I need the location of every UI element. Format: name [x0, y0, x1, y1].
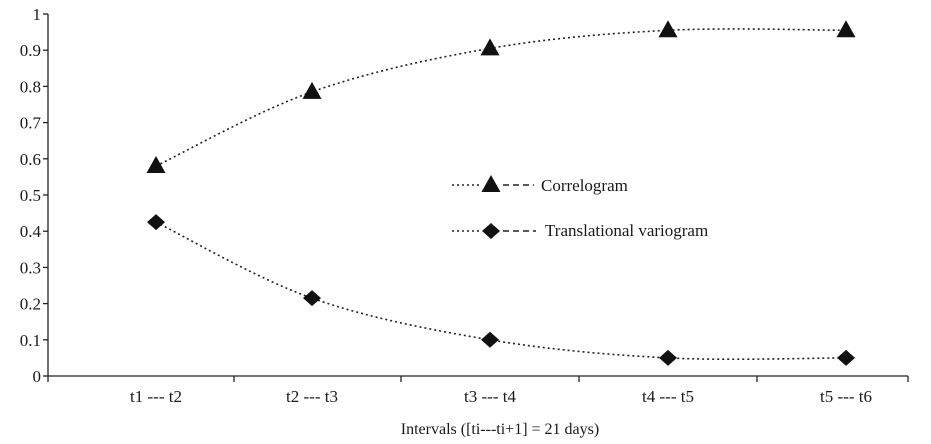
correlogram-point-triangle-icon [302, 81, 322, 99]
legend-label-correlogram: Correlogram [541, 176, 628, 195]
y-tick-label: 1 [33, 5, 42, 24]
series-line-translational-variogram [155, 221, 847, 361]
correlogram-point-triangle-icon [836, 20, 856, 38]
y-tick-label: 0.9 [20, 41, 41, 60]
y-ticks: 0 0.1 0.2 0.3 0.4 0.5 0.6 0.7 0.8 0.9 1 [20, 5, 48, 386]
correlogram-point-triangle-icon [146, 156, 166, 174]
legend-diamond-icon [482, 223, 500, 239]
x-tick-label: t2 --- t3 [286, 387, 338, 406]
legend-item-translational-variogram: Translational variogram [452, 221, 708, 240]
variogram-point-diamond-icon [837, 349, 855, 366]
x-axis-label: Intervals ([ti---ti+1] = 21 days) [401, 421, 599, 438]
series-layer [146, 20, 856, 366]
x-tick-label: t4 --- t5 [642, 387, 694, 406]
x-tick-label: t3 --- t4 [464, 387, 516, 406]
y-tick-label: 0.3 [20, 258, 41, 277]
variogram-point-diamond-icon [481, 331, 499, 348]
x-tick-label: t5 --- t6 [820, 387, 872, 406]
variogram-point-diamond-icon [659, 349, 677, 366]
variogram-point-diamond-icon [303, 290, 321, 307]
y-tick-label: 0.1 [20, 331, 41, 350]
correlogram-point-triangle-icon [480, 38, 500, 56]
y-tick-label: 0.5 [20, 186, 41, 205]
x-ticks: t1 --- t2 t2 --- t3 t3 --- t4 t4 --- t5 t5 -… [47, 376, 909, 406]
y-tick-label: 0.8 [20, 77, 41, 96]
legend-label-translational-variogram: Translational variogram [545, 221, 708, 240]
x-tick-label: t1 --- t2 [130, 387, 182, 406]
y-tick-label: 0.6 [20, 150, 41, 169]
legend-triangle-icon [481, 175, 501, 192]
legend-item-correlogram: Correlogram [452, 175, 628, 195]
y-tick-label: 0 [33, 367, 42, 386]
variogram-point-diamond-icon [147, 214, 165, 231]
correlogram-point-triangle-icon [658, 20, 678, 38]
series-line-correlogram [155, 28, 847, 167]
y-tick-label: 0.4 [20, 222, 42, 241]
y-tick-label: 0.2 [20, 295, 41, 314]
axes [47, 14, 908, 377]
y-tick-label: 0.7 [20, 114, 42, 133]
legend: Correlogram Translational variogram [452, 175, 708, 240]
